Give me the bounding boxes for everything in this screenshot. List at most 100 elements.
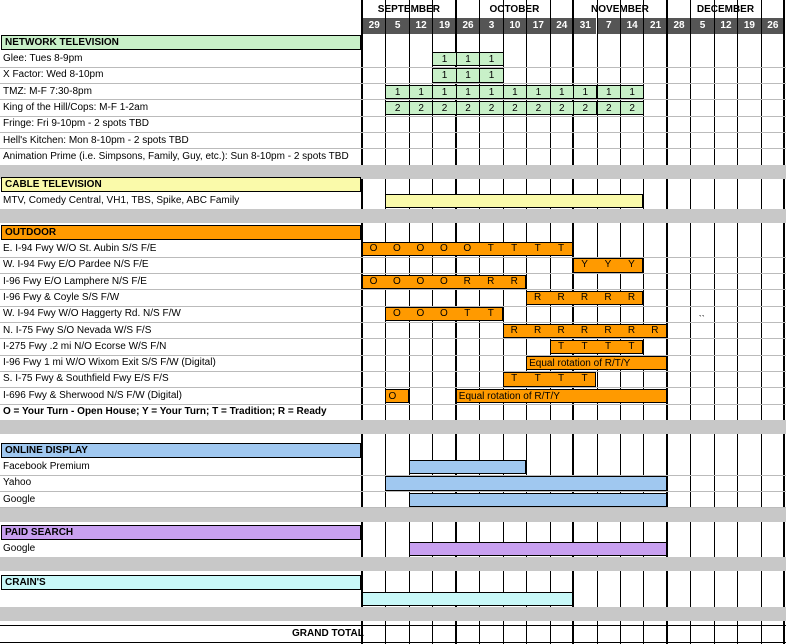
grand-total-label: GRAND TOTAL xyxy=(292,628,364,639)
week-header: 19 xyxy=(738,18,761,34)
rotation-mark: T xyxy=(628,340,635,352)
rotation-mark: R xyxy=(557,324,565,336)
row-label: TMZ: M-F 7:30-8pm xyxy=(3,85,92,97)
spot-count-cell: 1 xyxy=(432,84,457,99)
month-header: DECEMBER xyxy=(696,4,755,15)
spot-count-cell: 1 xyxy=(573,84,598,99)
row-line xyxy=(0,322,786,323)
section-header: PAID SEARCH xyxy=(1,525,361,540)
row-label: Yahoo xyxy=(3,477,32,489)
week-header: 14 xyxy=(620,18,644,34)
rotation-mark: T xyxy=(511,243,518,254)
row-label: I-96 Fwy 1 mi W/O Wixom Exit S/S F/W (Di… xyxy=(3,357,216,369)
row-label: I-96 Fwy E/O Lamphere N/S F/E xyxy=(3,275,147,287)
section-spacer xyxy=(0,420,786,435)
rotation-mark: R xyxy=(627,291,636,303)
row-label: Animation Prime (i.e. Simpsons, Family, … xyxy=(3,150,349,162)
flight-bar xyxy=(573,258,644,273)
row-line xyxy=(0,305,786,307)
rotation-mark: R xyxy=(534,324,542,336)
spot-count-cell: 1 xyxy=(432,52,457,67)
rotation-mark: R xyxy=(604,291,612,303)
row-label: E. I-94 Fwy W/O St. Aubin S/S F/E xyxy=(3,243,157,254)
row-label: Facebook Premium xyxy=(3,461,90,472)
section-spacer xyxy=(0,165,786,180)
row-line xyxy=(0,403,786,405)
row-label: I-696 Fwy & Sherwood N/S F/W (Digital) xyxy=(3,389,182,401)
row-label: S. I-75 Fwy & Southfield Fwy E/S F/S xyxy=(3,373,169,385)
spot-count-cell: 2 xyxy=(573,100,598,116)
row-line xyxy=(0,387,786,389)
row-label: Google xyxy=(3,543,36,554)
spot-count-cell: 1 xyxy=(479,52,504,67)
spot-count-cell: 1 xyxy=(408,84,434,99)
flight-bar xyxy=(385,307,503,322)
flight-bar: O xyxy=(385,388,409,403)
section-header: ONLINE DISPLAY xyxy=(1,443,361,458)
rotation-mark: T xyxy=(558,243,565,254)
week-header: 26 xyxy=(761,18,785,34)
rotation-mark: R xyxy=(627,324,636,336)
section-spacer xyxy=(0,209,786,224)
rotation-mark: O xyxy=(416,308,425,320)
section-header: NETWORK TELEVISION xyxy=(1,35,361,50)
row-line xyxy=(0,66,786,68)
rotation-mark: T xyxy=(534,373,541,385)
week-header: 7 xyxy=(597,18,620,34)
flight-bar xyxy=(408,542,667,557)
rotation-mark: O xyxy=(369,243,378,254)
week-header: 5 xyxy=(386,18,409,34)
row-label: N. I-75 Fwy S/O Nevada W/S F/S xyxy=(3,324,152,336)
spot-count-cell: 1 xyxy=(479,84,504,99)
rotation-mark: R xyxy=(463,275,471,287)
section-spacer xyxy=(0,607,786,622)
row-label: MTV, Comedy Central, VH1, TBS, Spike, AB… xyxy=(3,195,240,206)
week-header: 17 xyxy=(527,18,550,34)
spot-count-cell: 2 xyxy=(549,100,575,116)
row-line xyxy=(0,354,786,356)
week-header: 29 xyxy=(363,18,386,34)
rotation-mark: T xyxy=(558,340,565,352)
rotation-mark: T xyxy=(604,340,612,352)
rotation-mark: T xyxy=(511,373,518,385)
week-header: 26 xyxy=(456,18,480,34)
spot-count-cell: 1 xyxy=(549,84,575,99)
rotation-mark: O xyxy=(439,308,448,320)
row-line xyxy=(0,338,786,340)
flight-bar: Equal rotation of R/T/Y xyxy=(455,388,667,403)
rotation-mark: T xyxy=(534,243,541,254)
row-line xyxy=(0,148,786,150)
rotation-mark: R xyxy=(580,324,589,336)
week-header: 19 xyxy=(433,18,456,34)
rotation-mark: Y xyxy=(581,259,588,271)
row-line xyxy=(0,474,786,476)
row-label: Google xyxy=(3,493,36,505)
rotation-mark: Y xyxy=(628,259,635,271)
row-line xyxy=(0,491,786,493)
week-header: 5 xyxy=(691,18,714,34)
section-header: CABLE TELEVISION xyxy=(1,177,361,192)
week-header: 3 xyxy=(480,18,503,34)
rotation-mark: R xyxy=(580,291,589,303)
rotation-mark: O xyxy=(439,243,448,254)
rotation-mark: O xyxy=(439,275,448,287)
spot-count-cell: 2 xyxy=(385,100,410,116)
row-line xyxy=(0,370,786,372)
rotation-mark: R xyxy=(557,291,565,303)
row-line xyxy=(0,132,786,133)
spot-count-cell: 1 xyxy=(455,68,481,83)
spot-count-cell: 2 xyxy=(432,100,457,116)
section-spacer xyxy=(0,557,786,572)
spot-count-cell: 1 xyxy=(502,84,528,99)
row-label: I-96 Fwy & Coyle S/S F/W xyxy=(3,291,120,303)
week-header: 10 xyxy=(503,18,527,34)
row-line xyxy=(0,289,786,291)
row-line xyxy=(0,273,786,275)
rotation-mark: R xyxy=(510,275,518,287)
row-label: King of the Hill/Cops: M-F 1-2am xyxy=(3,101,149,113)
row-label: W. I-94 Fwy E/O Pardee N/S F/E xyxy=(3,259,149,271)
flight-bar xyxy=(549,339,644,355)
row-line xyxy=(0,99,786,101)
row-label: W. I-94 Fwy W/O Haggerty Rd. N/S F/W xyxy=(3,308,181,320)
spot-count-cell: 1 xyxy=(385,84,410,99)
